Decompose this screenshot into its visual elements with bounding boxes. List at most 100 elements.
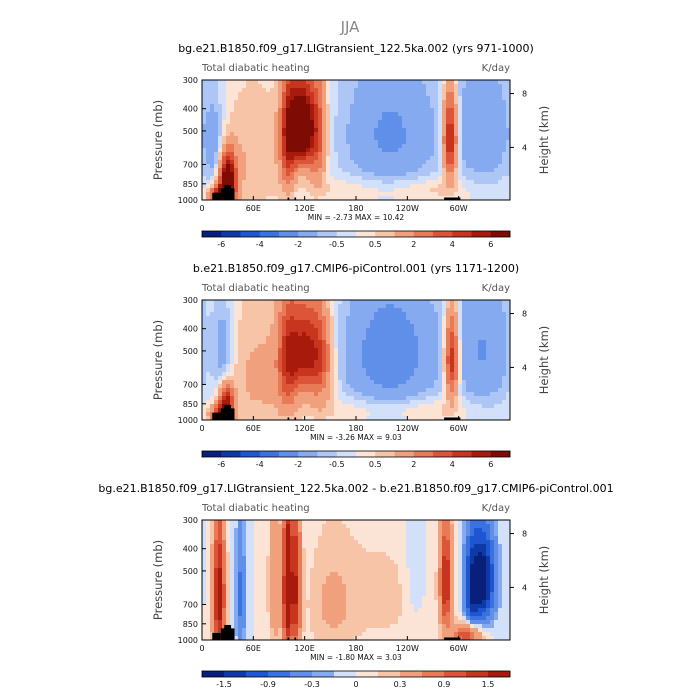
colorbar-swatch: [259, 231, 280, 237]
heatmap-cell: [482, 320, 487, 325]
heatmap-cell: [342, 380, 347, 385]
heatmap-cell: [206, 336, 211, 341]
heatmap-cell: [414, 316, 419, 321]
heatmap-cell: [506, 356, 511, 361]
heatmap-cell: [442, 104, 447, 109]
heatmap-cell: [262, 88, 267, 93]
heatmap-cell: [454, 152, 459, 157]
heatmap-cell: [202, 532, 207, 537]
heatmap-cell: [310, 164, 315, 169]
heatmap-cell: [274, 348, 279, 353]
heatmap-cell: [398, 416, 403, 421]
heatmap-cell: [262, 312, 267, 317]
heatmap-cell: [202, 196, 207, 201]
heatmap-cell: [354, 148, 359, 153]
heatmap-cell: [434, 400, 439, 405]
heatmap-cell: [262, 96, 267, 101]
heatmap-cell: [474, 376, 479, 381]
heatmap-cell: [426, 344, 431, 349]
heatmap-cell: [230, 176, 235, 181]
heatmap-cell: [226, 104, 231, 109]
heatmap-cell: [310, 376, 315, 381]
heatmap-cell: [390, 400, 395, 405]
heatmap-cell: [358, 372, 363, 377]
heatmap-cell: [206, 96, 211, 101]
heatmap-cell: [434, 196, 439, 201]
colorbar-swatch: [240, 231, 261, 237]
heatmap-cell: [202, 368, 207, 373]
heatmap-cell: [474, 128, 479, 133]
heatmap-cell: [234, 184, 239, 189]
heatmap-cell: [402, 84, 407, 89]
heatmap-cell: [366, 340, 371, 345]
heatmap-cell: [302, 388, 307, 393]
heatmap-cell: [350, 136, 355, 141]
heatmap-cell: [302, 80, 307, 85]
heatmap-cell: [378, 352, 383, 357]
heatmap-cell: [202, 372, 207, 377]
heatmap-cell: [210, 328, 215, 333]
heatmap-cell: [438, 180, 443, 185]
heatmap-cell: [206, 88, 211, 93]
heatmap-cell: [438, 388, 443, 393]
heatmap-cell: [274, 356, 279, 361]
heatmap-cell: [310, 400, 315, 405]
heatmap-cell: [438, 124, 443, 129]
heatmap-cell: [290, 184, 295, 189]
heatmap-cell: [390, 120, 395, 125]
heatmap-cell: [422, 376, 427, 381]
heatmap-cell: [482, 164, 487, 169]
heatmap-cell: [414, 124, 419, 129]
heatmap-cell: [482, 400, 487, 405]
heatmap-cell: [358, 160, 363, 165]
heatmap-cell: [218, 92, 223, 97]
heatmap-cell: [326, 312, 331, 317]
heatmap-cell: [370, 304, 375, 309]
heatmap-cell: [414, 404, 419, 409]
heatmap-cell: [298, 148, 303, 153]
heatmap-cell: [270, 160, 275, 165]
heatmap-cell: [306, 388, 311, 393]
heatmap-cell: [306, 352, 311, 357]
heatmap-cell: [438, 132, 443, 137]
heatmap-cell: [294, 84, 299, 89]
heatmap-cell: [250, 352, 255, 357]
heatmap-cell: [498, 344, 503, 349]
heatmap-cell: [370, 168, 375, 173]
heatmap-cell: [334, 300, 339, 305]
heatmap-cell: [250, 372, 255, 377]
heatmap-cell: [366, 520, 371, 525]
heatmap-cell: [222, 108, 227, 113]
heatmap-cell: [346, 360, 351, 365]
heatmap-cell: [334, 400, 339, 405]
heatmap-cell: [294, 140, 299, 145]
heatmap-cell: [410, 80, 415, 85]
heatmap-cell: [426, 172, 431, 177]
heatmap-cell: [414, 324, 419, 329]
heatmap-cell: [434, 124, 439, 129]
colorbar-swatch: [452, 231, 472, 237]
heatmap-cell: [302, 96, 307, 101]
heatmap-cell: [498, 164, 503, 169]
heatmap-cell: [498, 104, 503, 109]
heatmap-cell: [402, 404, 407, 409]
heatmap-cell: [494, 372, 499, 377]
heatmap-cell: [266, 324, 271, 329]
heatmap-cell: [506, 524, 511, 529]
heatmap-cell: [410, 156, 415, 161]
heatmap-cell: [478, 520, 483, 525]
heatmap-cell: [202, 404, 207, 409]
heatmap-cell: [370, 104, 375, 109]
topography-mask: [287, 417, 290, 420]
heatmap-cell: [406, 416, 411, 421]
heatmap-cell: [418, 376, 423, 381]
heatmap-cell: [422, 300, 427, 305]
heatmap-cell: [426, 124, 431, 129]
heatmap-cell: [442, 132, 447, 137]
heatmap-cell: [478, 96, 483, 101]
heatmap-cell: [482, 88, 487, 93]
heatmap-cell: [502, 404, 507, 409]
heatmap-cell: [314, 312, 319, 317]
heatmap-cell: [346, 408, 351, 413]
heatmap-cell: [490, 168, 495, 173]
